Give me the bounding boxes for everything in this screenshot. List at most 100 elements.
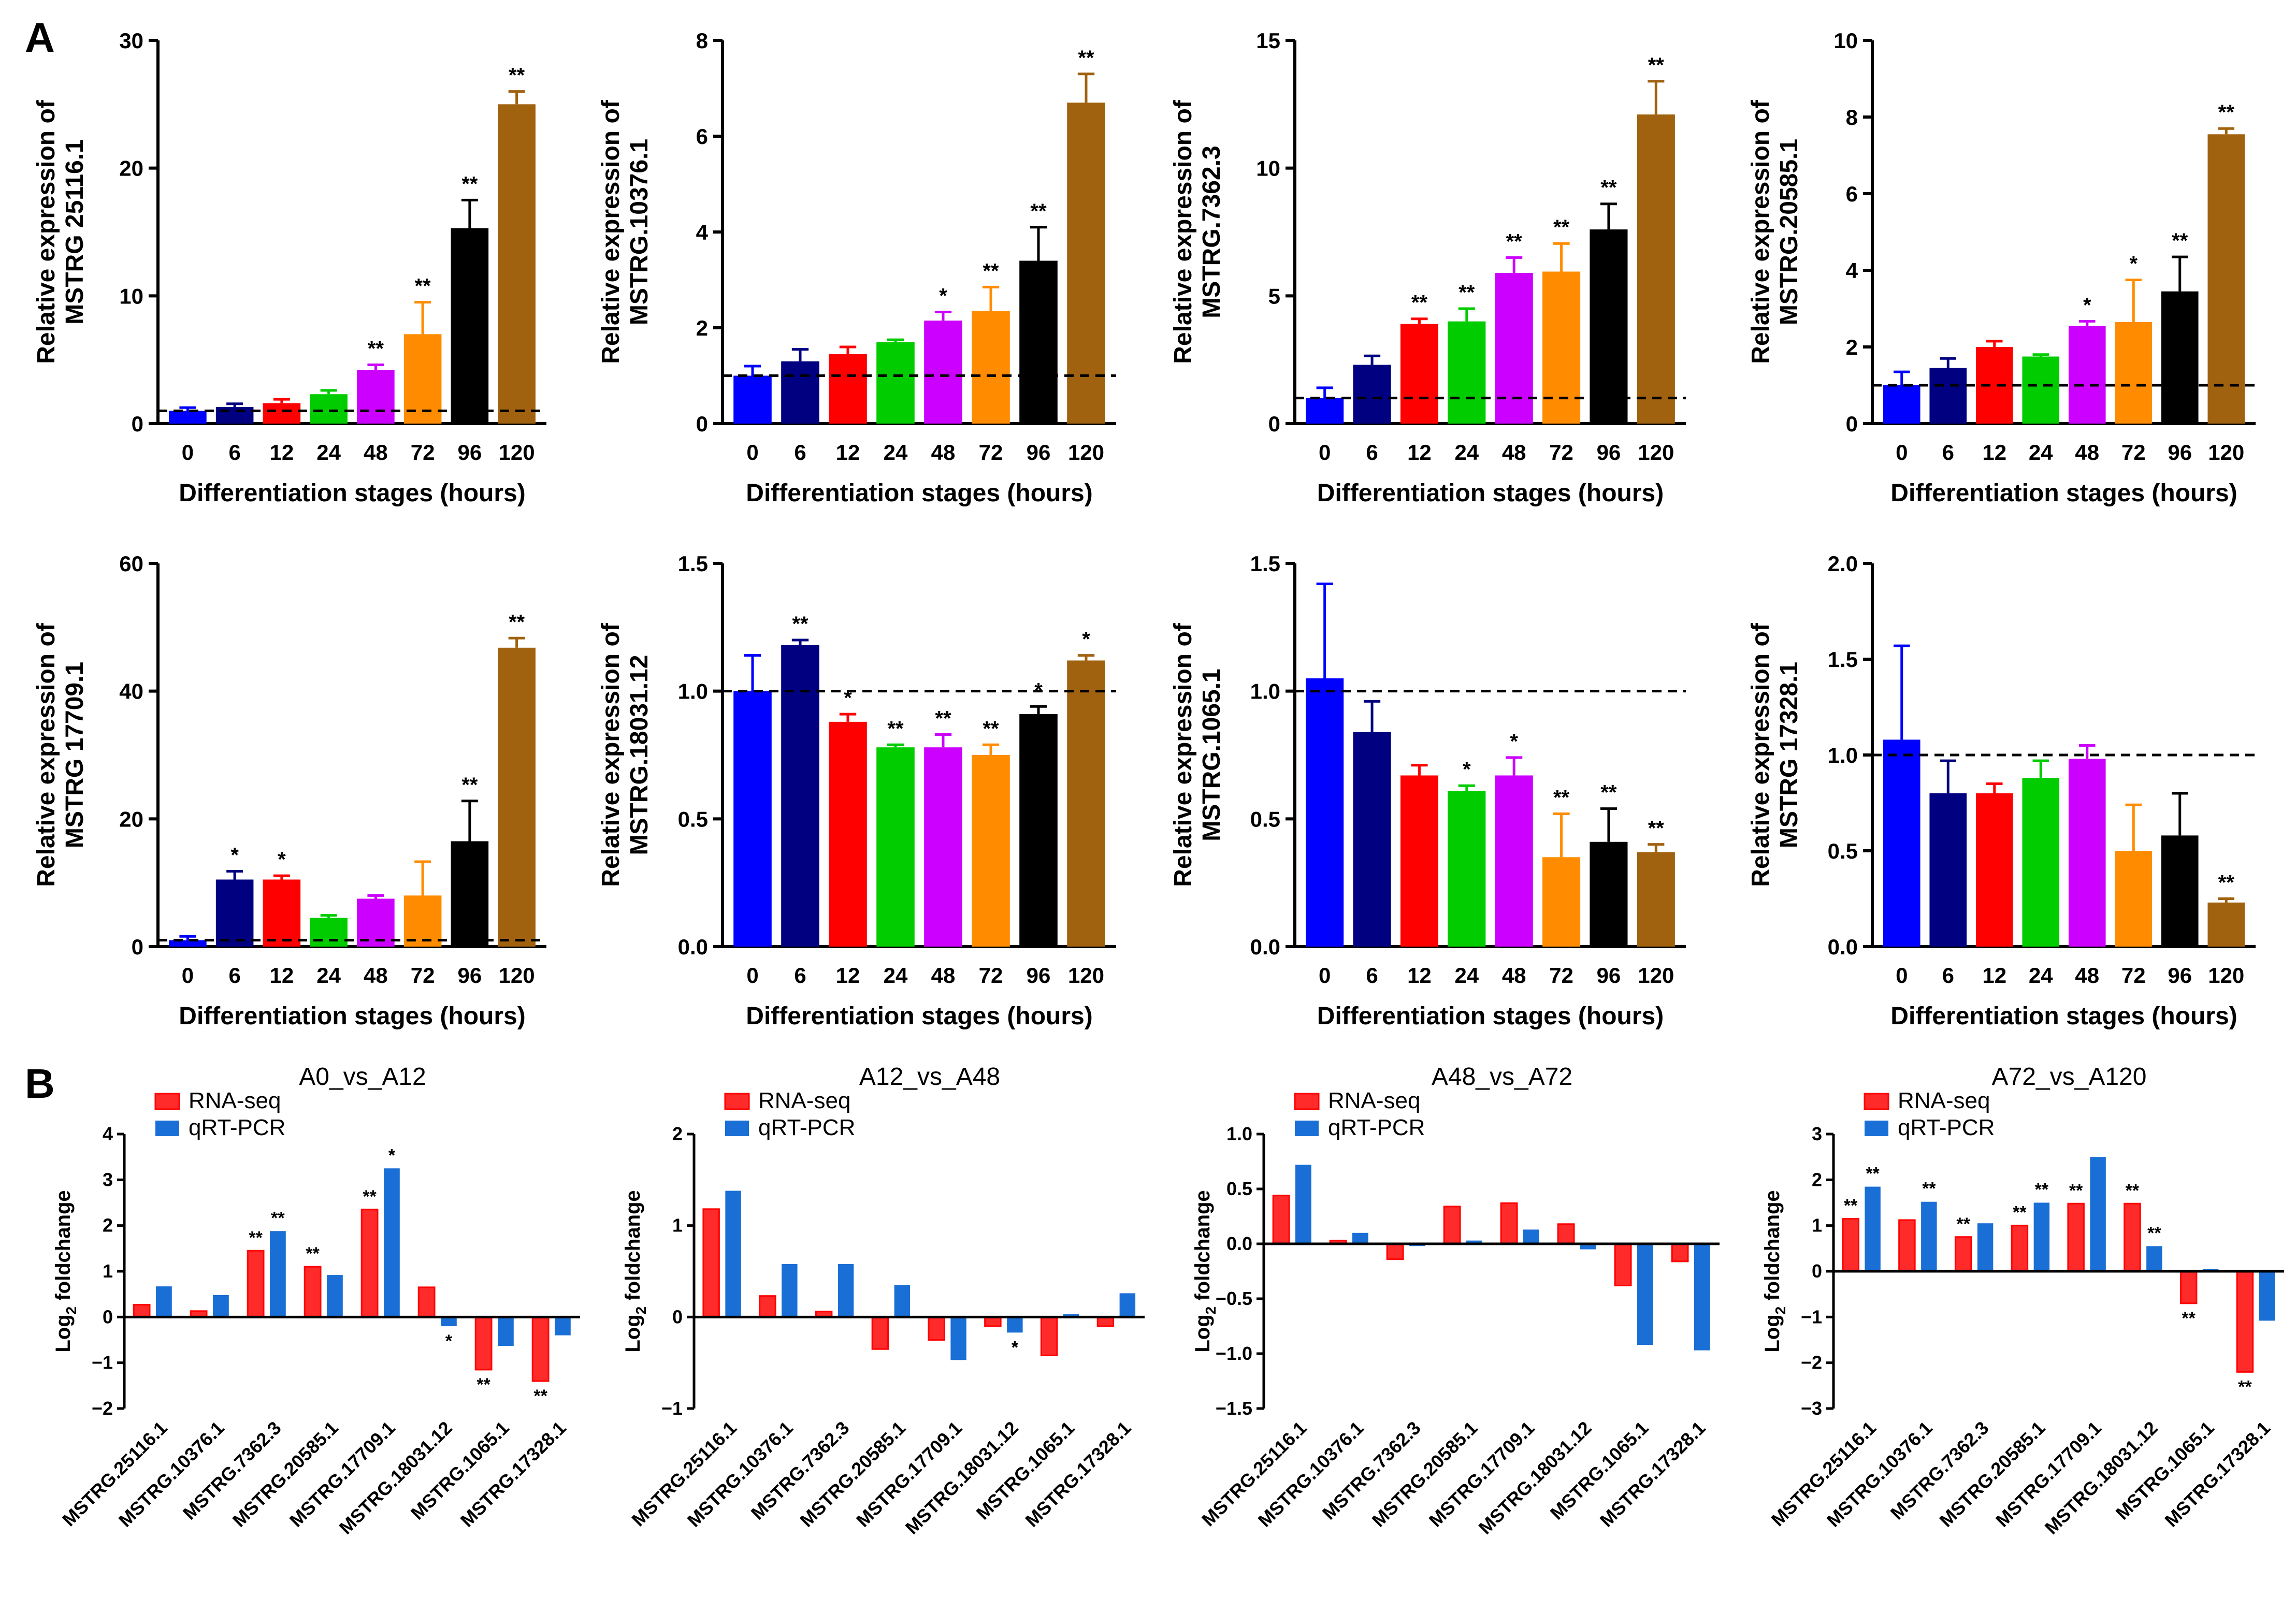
significance-mark: ** — [1030, 200, 1047, 223]
bar-72 — [2115, 322, 2153, 424]
bar-0 — [169, 411, 207, 424]
significance-mark: * — [1012, 1338, 1019, 1357]
bar-qRT-PCR-MSTRG.20585.1 — [327, 1275, 343, 1317]
x-tick-label: MSTRG.20585.1 — [228, 1417, 342, 1531]
y-tick-label: 1.0 — [1250, 679, 1280, 704]
y-axis-label-rest: foldchange — [622, 1190, 644, 1306]
y-tick-label: −2 — [1801, 1352, 1822, 1373]
significance-mark: ** — [2238, 1377, 2252, 1397]
bar-RNA-seq-MSTRG.7362.3 — [1386, 1243, 1404, 1260]
y-tick-label: 6 — [1846, 182, 1858, 206]
y-tick-label: 3 — [103, 1169, 113, 1190]
bar-RNA-seq-MSTRG.25116.1 — [1272, 1195, 1290, 1245]
bar-48 — [357, 370, 395, 424]
bar-96 — [1019, 260, 1058, 424]
x-tick-label: 12 — [836, 963, 860, 988]
significance-mark: ** — [1844, 1196, 1858, 1215]
bar-RNA-seq-MSTRG.10376.1 — [1898, 1219, 1916, 1272]
x-tick-label: MSTRG.1065.1 — [2112, 1417, 2218, 1524]
y-tick-label: 1.5 — [1828, 647, 1858, 672]
y-axis-label-line2: MSTRG 17328.1 — [1775, 662, 1803, 848]
y-axis-label-log: Log — [52, 1314, 75, 1352]
significance-mark: ** — [2069, 1181, 2083, 1200]
bar-0 — [1306, 398, 1344, 424]
y-tick-label: 8 — [696, 28, 708, 53]
significance-mark: ** — [887, 717, 904, 740]
x-tick-label: 96 — [1597, 963, 1621, 988]
x-tick-label: 120 — [499, 440, 535, 464]
panel-label-b: B — [25, 1061, 55, 1107]
significance-mark: ** — [415, 275, 431, 298]
significance-mark: ** — [1956, 1214, 1970, 1234]
x-tick-label: 120 — [2208, 440, 2244, 464]
significance-mark: * — [278, 848, 286, 871]
significance-mark: ** — [935, 707, 951, 730]
x-tick-label: 120 — [1068, 440, 1104, 464]
y-tick-label: 2 — [103, 1215, 113, 1236]
bar-48 — [2068, 326, 2106, 424]
bar-RNA-seq-MSTRG.1065.1 — [2179, 1270, 2198, 1304]
bar-96 — [2161, 835, 2199, 947]
bar-96 — [1590, 841, 1628, 947]
significance-mark: ** — [1600, 177, 1617, 199]
bar-12 — [1400, 775, 1438, 947]
bar-RNA-seq-MSTRG.18031.12 — [2124, 1202, 2141, 1272]
bar-RNA-seq-MSTRG.20585.1 — [871, 1316, 889, 1350]
y-tick-label: 2 — [696, 316, 708, 340]
bar-RNA-seq-MSTRG.20585.1 — [2011, 1225, 2029, 1272]
x-tick-label: 72 — [411, 440, 435, 464]
x-tick-label: 96 — [1597, 440, 1621, 464]
y-tick-label: 0 — [696, 412, 708, 436]
y-tick-label: 0.5 — [1828, 839, 1858, 863]
bar-qRT-PCR-MSTRG.10376.1 — [213, 1295, 229, 1317]
x-tick-label: 120 — [1638, 440, 1674, 464]
y-tick-label: 3 — [1812, 1123, 1822, 1144]
y-tick-label: 5 — [1268, 284, 1280, 308]
significance-mark: * — [1510, 730, 1518, 753]
significance-mark: ** — [2218, 872, 2235, 894]
x-tick-label: 0 — [1896, 963, 1908, 988]
legend-label-0: RNA-seq — [1328, 1088, 1421, 1113]
y-axis-label-line2: MSTRG 17709.1 — [61, 662, 89, 848]
x-tick-label: 12 — [1407, 963, 1432, 988]
y-tick-label: 1.0 — [1828, 743, 1858, 767]
y-axis-label-sub: 2 — [633, 1306, 649, 1315]
bar-12 — [1400, 324, 1438, 424]
panel-label-a: A — [25, 14, 55, 61]
chart-title: A0_vs_A12 — [299, 1063, 426, 1091]
y-axis-label-log: Log — [1191, 1314, 1214, 1352]
y-tick-label: 1 — [103, 1260, 113, 1282]
bar-6 — [215, 879, 254, 947]
bar-24 — [2022, 356, 2060, 424]
x-tick-label: 24 — [884, 963, 908, 988]
significance-mark: ** — [1648, 54, 1665, 77]
significance-mark: ** — [271, 1208, 285, 1228]
bar-72 — [403, 334, 442, 424]
expression-chart-5: 0.00.51.01.506**12*24**48**72**96*120*Di… — [597, 551, 1116, 1030]
bar-72 — [972, 755, 1010, 947]
bar-qRT-PCR-MSTRG.25116.1 — [1295, 1165, 1311, 1244]
x-tick-label: 12 — [270, 963, 294, 988]
expression-chart-2: 0 5 10 15 0 6 12 ** 24 ** 48 ** 72 ** 96 ** 120 ** Differe… — [1169, 28, 1686, 507]
significance-mark: * — [445, 1331, 453, 1351]
bar-6 — [1353, 365, 1391, 424]
significance-mark: * — [388, 1145, 396, 1165]
bar-qRT-PCR-MSTRG.20585.1 — [2033, 1202, 2050, 1271]
x-tick-label: 72 — [979, 440, 1003, 464]
x-tick-label: 96 — [2168, 440, 2192, 464]
bar-qRT-PCR-MSTRG.17709.1 — [2090, 1157, 2106, 1271]
bar-qRT-PCR-MSTRG.25116.1 — [1865, 1186, 1881, 1271]
x-tick-label: 12 — [1982, 963, 2006, 988]
x-tick-label: MSTRG.7362.3 — [1886, 1417, 1993, 1524]
bar-120 — [498, 647, 536, 947]
y-tick-label: 8 — [1846, 105, 1858, 129]
x-axis-label: Differentiation stages (hours) — [746, 480, 1092, 507]
legend-swatch-0 — [1864, 1093, 1889, 1110]
x-tick-label: 24 — [884, 440, 908, 464]
x-tick-label: MSTRG.1065.1 — [407, 1417, 513, 1524]
x-tick-label: 24 — [2029, 440, 2053, 464]
y-axis-label: Log2 foldchange — [1761, 1190, 1788, 1352]
y-axis-label-rest: foldchange — [1191, 1190, 1214, 1306]
